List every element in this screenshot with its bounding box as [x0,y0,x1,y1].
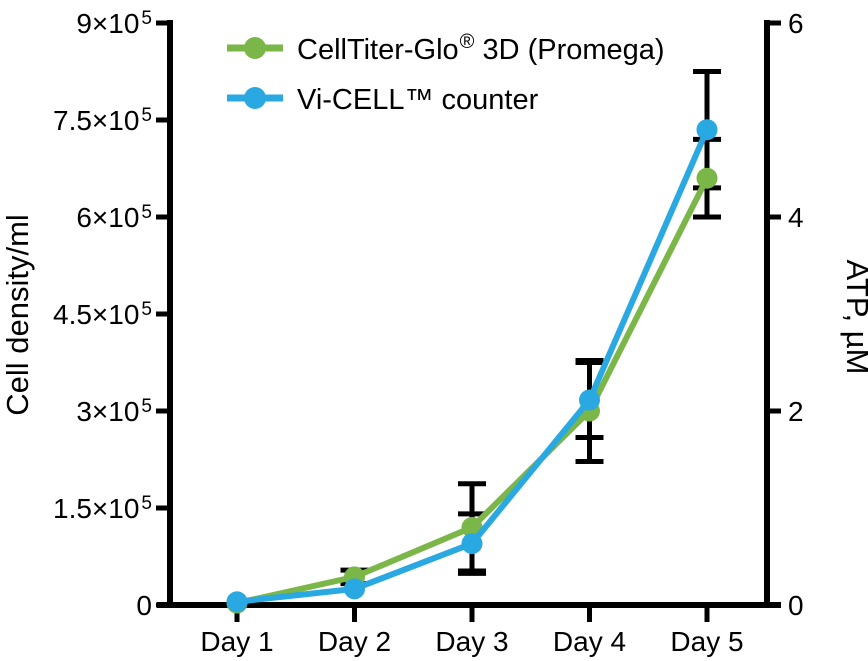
registered-trademark-symbol: ® [460,31,475,53]
data-point-marker [579,389,600,411]
y-left-tick-label: 3×10 5 [76,396,152,427]
y-right-tick-label: 4 [788,202,804,233]
legend-swatch-marker-vicell [244,87,266,109]
y-left-tick-exponent: 5 [141,105,152,126]
y-right-tick-label: 2 [788,396,804,427]
x-tick-label: Day 2 [318,626,391,657]
y-left-tick-label: 7.5×10 5 [53,105,152,136]
y-left-tick-exponent: 5 [141,8,152,29]
data-point-marker [696,167,718,189]
y-left-tick-exponent: 5 [141,202,152,223]
legend: CellTiter-Glo® 3D (Promega) Vi-CELL™ cou… [227,31,665,116]
y-left-tick-base: 0 [136,590,152,621]
legend-label-celltiter-text: CellTiter-Glo [297,34,459,66]
y-axis-right-title: ATP, µM [840,260,868,375]
x-tick-label: Day 3 [435,626,508,657]
y-left-tick-label: 0 [136,590,152,621]
data-point-marker [344,578,365,600]
x-tick-label: Day 1 [200,626,273,657]
x-tick-label: Day 4 [553,626,626,657]
y-left-tick-base: 6×10 [76,202,139,233]
y-left-tick-exponent: 5 [141,493,152,514]
legend-label-celltiter: CellTiter-Glo® 3D (Promega) [297,31,665,66]
y-left-tick-exponent: 5 [141,299,152,320]
y-left-tick-exponent: 5 [141,396,152,417]
y-left-tick-label: 6×10 5 [76,202,152,233]
y-left-tick-label: 9×10 5 [76,8,152,39]
y-left-tick-base: 1.5×10 [53,493,139,524]
legend-swatch-marker-celltiter [244,37,266,59]
legend-item-celltiter: CellTiter-Glo® 3D (Promega) [227,31,665,66]
y-left-tick-label: 1.5×10 5 [53,493,152,524]
legend-item-vicell: Vi-CELL™ counter [227,84,539,116]
y-left-tick-base: 4.5×10 [53,299,139,330]
data-point-marker [696,119,718,141]
y-axis-left-title: Cell density/ml [0,214,35,416]
legend-label-celltiter-suffix: 3D (Promega) [474,34,664,66]
data-point-marker [226,591,248,613]
x-tick-label: Day 5 [670,626,743,657]
y-right-tick-label: 0 [788,590,804,621]
y-left-tick-base: 3×10 [76,396,139,427]
y-left-tick-label: 4.5×10 5 [53,299,152,330]
legend-label-vicell-text: Vi-CELL™ counter [297,84,539,116]
y-right-tick-label: 6 [788,8,804,39]
data-point-marker [461,533,483,555]
plot-area: 01.5×10 53×10 54.5×10 56×10 57.5×10 59×10 5024… [53,8,804,657]
legend-label-vicell: Vi-CELL™ counter [297,84,539,116]
y-left-tick-base: 9×10 [76,8,139,39]
y-left-tick-base: 7.5×10 [53,105,139,136]
